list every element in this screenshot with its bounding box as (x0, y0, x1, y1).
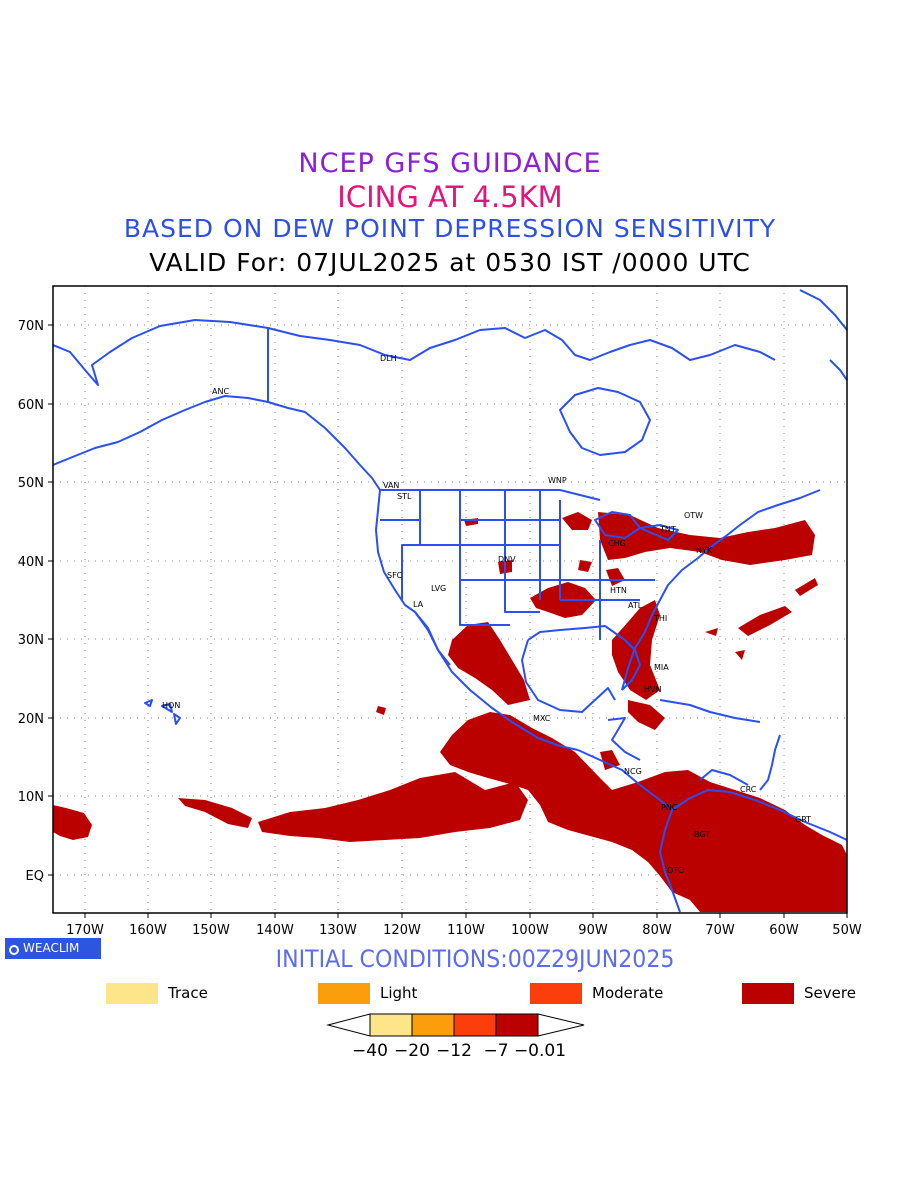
lat-label: 50N (18, 476, 44, 491)
station-label: STL (397, 492, 412, 501)
lon-label: 110W (447, 923, 485, 938)
title-line-1: NCEP GFS GUIDANCE (298, 148, 602, 179)
station-labels: DLH ANC VAN STL WNP OTW TNT CHG NYK SFC … (162, 354, 811, 875)
map-frame (52, 285, 848, 914)
legend-label: Moderate (592, 984, 664, 1002)
axis-ticks (48, 324, 848, 918)
station-label: ATL (628, 601, 643, 610)
legend-swatch (106, 983, 158, 1004)
station-label: PNC (661, 803, 678, 812)
lon-label: 80W (642, 923, 672, 938)
lon-label: 170W (66, 923, 104, 938)
station-label: LA (413, 600, 424, 609)
longitude-labels: 170W 160W 150W 140W 130W 120W 110W 100W … (66, 923, 862, 938)
valid-time: VALID For: 07JUL2025 at 0530 IST /0000 U… (149, 248, 751, 277)
legend-label: Severe (804, 984, 856, 1002)
lon-label: 90W (578, 923, 608, 938)
station-label: WNP (548, 476, 567, 485)
station-label: ANC (212, 387, 229, 396)
coastlines (53, 289, 847, 913)
station-label: VAN (383, 481, 399, 490)
station-label: CRC (740, 785, 757, 794)
station-label: OTW (684, 511, 703, 520)
legend-swatch (742, 983, 794, 1004)
lon-label: 120W (383, 923, 421, 938)
station-label: BGT (694, 830, 710, 839)
station-label: NYK (696, 546, 713, 555)
severe-icing-areas (53, 512, 847, 912)
initial-conditions: INITIAL CONDITIONS:00Z29JUN2025 (275, 945, 675, 973)
logo-ring-icon (9, 945, 19, 955)
title-line-3: BASED ON DEW POINT DEPRESSION SENSITIVIT… (123, 214, 777, 243)
lon-label: 50W (832, 923, 862, 938)
station-label: THI (653, 614, 667, 623)
lon-label: 160W (129, 923, 167, 938)
lon-label: 60W (769, 923, 799, 938)
station-label: SFC (387, 571, 403, 580)
latitude-labels: 70N 60N 50N 40N 30N 20N 10N EQ (18, 319, 44, 884)
legend-swatch (530, 983, 582, 1004)
station-label: NCG (624, 767, 642, 776)
station-label: QTO (667, 866, 684, 875)
station-label: DNV (498, 555, 516, 564)
legend-label: Light (380, 984, 418, 1002)
lat-label: EQ (26, 869, 44, 884)
lat-label: 30N (18, 633, 44, 648)
station-label: HON (162, 701, 180, 710)
station-label: CHG (608, 539, 626, 548)
lon-label: 100W (511, 923, 549, 938)
logo-text: WEACLIM (23, 941, 80, 955)
lat-label: 10N (18, 790, 44, 805)
station-label: LVG (431, 584, 446, 593)
weaclim-logo: WEACLIM (5, 938, 101, 959)
lat-label: 60N (18, 398, 44, 413)
lon-label: 150W (192, 923, 230, 938)
lon-label: 140W (256, 923, 294, 938)
title-line-2: ICING AT 4.5KM (337, 180, 563, 214)
lon-label: 70W (705, 923, 735, 938)
legend-swatch (318, 983, 370, 1004)
station-label: GRT (795, 815, 811, 824)
lon-label: 130W (319, 923, 357, 938)
legend-label: Trace (168, 984, 208, 1002)
station-label: MIA (654, 663, 669, 672)
lat-label: 70N (18, 319, 44, 334)
station-label: MXC (533, 714, 551, 723)
station-label: TNT (659, 525, 676, 534)
station-label: HVN (644, 685, 661, 694)
station-label: HTN (610, 586, 627, 595)
lat-label: 40N (18, 555, 44, 570)
lat-label: 20N (18, 712, 44, 727)
station-label: DLH (380, 354, 397, 363)
